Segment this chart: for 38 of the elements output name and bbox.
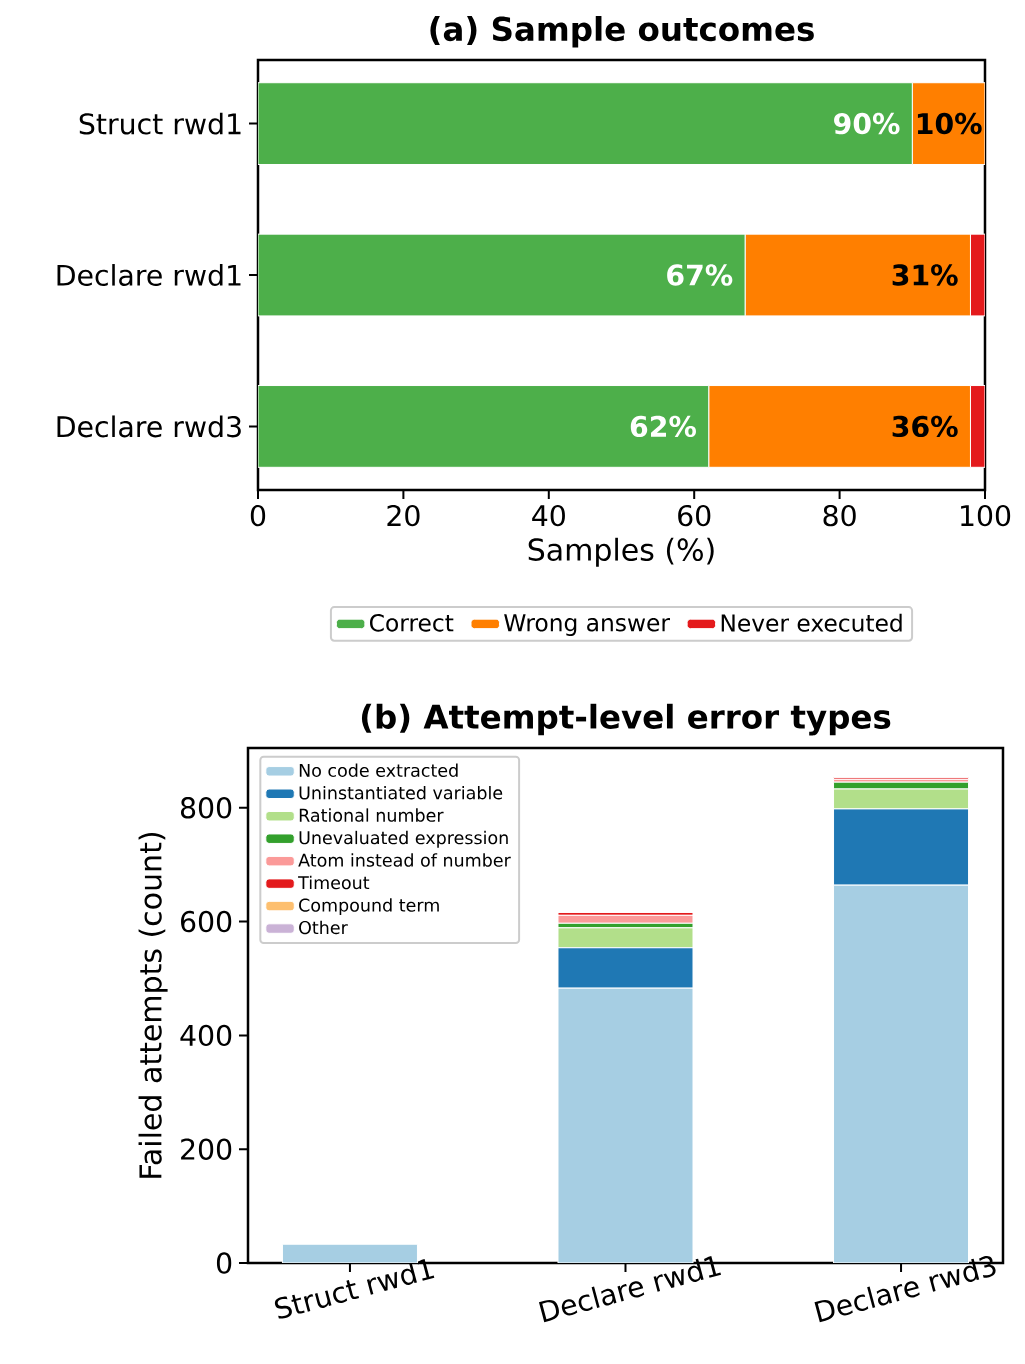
- legend-label: Timeout: [298, 875, 370, 890]
- y-tick-label: Struct rwd1: [79, 112, 241, 135]
- legend-label: Other: [299, 920, 348, 935]
- data-label: 67%: [667, 264, 733, 286]
- legend-label: Atom instead of number: [298, 853, 511, 867]
- chart-title: (a) Sample outcomes: [430, 16, 814, 48]
- legend-label: Never executed: [721, 613, 902, 632]
- x-tick-label: 0: [250, 504, 266, 527]
- x-tick-label: Declare rwd1: [538, 1256, 722, 1323]
- chart-title: (b) Attempt-level error types: [361, 703, 891, 736]
- data-label: 10%: [917, 112, 982, 135]
- x-tick-label: Struct rwd1: [274, 1259, 435, 1319]
- bar: [557, 914, 694, 924]
- legend-label: Compound term: [299, 898, 439, 916]
- data-label: 31%: [892, 264, 958, 286]
- legend-label: Rational number: [299, 808, 444, 822]
- x-tick-label: 100: [961, 504, 1011, 527]
- y-tick-label: 600: [181, 910, 232, 933]
- y-axis-title: Failed attempts (count): [138, 833, 168, 1178]
- y-tick-label: Declare rwd1: [57, 264, 241, 286]
- data-label: 90%: [834, 112, 900, 135]
- x-tick-label: 60: [678, 504, 711, 527]
- y-tick-label: 800: [180, 797, 232, 819]
- legend-label: Wrong answer: [504, 614, 670, 637]
- y-tick-label: Declare rwd3: [57, 415, 241, 438]
- x-axis-title: Samples (%): [528, 537, 714, 567]
- y-tick-label: 200: [181, 1138, 232, 1160]
- x-tick-label: 20: [387, 504, 420, 527]
- x-tick-label: Declare rwd3: [814, 1255, 996, 1323]
- legend-label: Correct: [370, 613, 454, 632]
- x-tick-label: 80: [823, 504, 856, 527]
- y-tick-label: 400: [180, 1024, 232, 1047]
- legend-label: No code extracted: [299, 763, 458, 777]
- data-label: 62%: [630, 415, 696, 438]
- x-tick-label: 40: [532, 504, 565, 527]
- legend-label: Unevaluated expression: [299, 830, 508, 848]
- legend-label: Uninstantiated variable: [299, 785, 503, 800]
- data-label: 36%: [892, 415, 958, 438]
